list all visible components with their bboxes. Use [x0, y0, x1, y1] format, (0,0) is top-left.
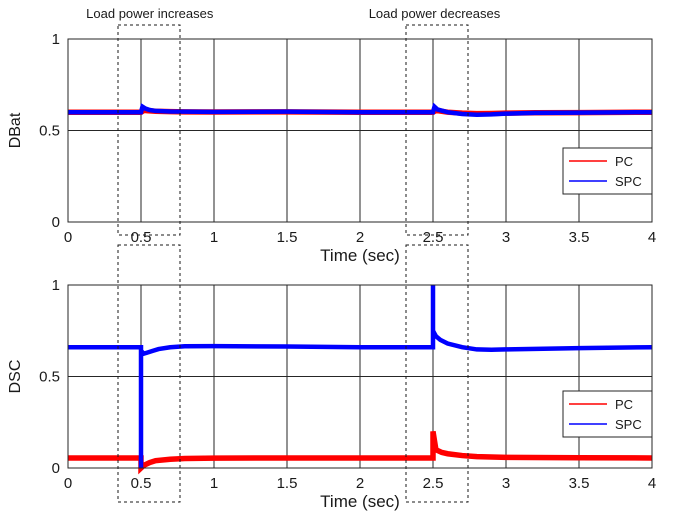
x-tick-label: 4 — [648, 229, 656, 246]
x-axis-label: Time (sec) — [320, 246, 400, 265]
y-tick-label: 0.5 — [39, 369, 60, 386]
x-tick-label: 0.5 — [131, 229, 152, 246]
y-tick-label: 1 — [52, 277, 60, 294]
y-axis-label: DBat — [7, 112, 24, 148]
x-tick-label: 3 — [502, 229, 510, 246]
y-tick-label: 0 — [52, 460, 60, 477]
legend-label-pc: PC — [615, 397, 633, 412]
legend-label-spc: SPC — [615, 417, 642, 432]
x-tick-label: 1.5 — [277, 475, 298, 492]
annotation-label: Load power decreases — [369, 6, 501, 21]
x-tick-label: 0 — [64, 229, 72, 246]
series-spc-line — [68, 285, 653, 468]
y-tick-label: 1 — [52, 31, 60, 48]
event-window-box — [405, 24, 469, 236]
event-window-box — [117, 24, 181, 236]
series-pc-line — [68, 430, 653, 475]
y-tick-label: 0.5 — [39, 123, 60, 140]
x-tick-label: 3 — [502, 475, 510, 492]
x-tick-label: 1.5 — [277, 229, 298, 246]
x-tick-label: 2 — [356, 475, 364, 492]
y-axis-label: DSC — [7, 360, 24, 394]
dbat-panel: 0 0.5 1 1.5 2 2.5 3 3.5 4 0 0.5 1 Time (sec) DBat PC SP… — [7, 6, 656, 265]
x-axis-label: Time (sec) — [320, 492, 400, 511]
y-tick-label: 0 — [52, 214, 60, 231]
legend-label-pc: PC — [615, 154, 633, 169]
plot-frame — [67, 38, 653, 223]
x-tick-label: 1 — [210, 229, 218, 246]
x-tick-label: 2.5 — [423, 229, 444, 246]
event-window-box — [405, 244, 469, 503]
x-tick-label: 3.5 — [569, 475, 590, 492]
legend-box — [562, 147, 653, 195]
x-tick-label: 2 — [356, 229, 364, 246]
x-tick-label: 4 — [648, 475, 656, 492]
x-tick-label: 3.5 — [569, 229, 590, 246]
x-tick-label: 2.5 — [423, 475, 444, 492]
legend-label-spc: SPC — [615, 174, 642, 189]
x-tick-label: 0.5 — [131, 475, 152, 492]
annotation-label: Load power increases — [86, 6, 214, 21]
dsc-panel: 0 0.5 1 1.5 2 2.5 3 3.5 4 0 0.5 1 Time (sec) DSC PC SPC — [7, 244, 656, 511]
event-window-box — [117, 244, 181, 503]
x-tick-label: 1 — [210, 475, 218, 492]
legend-box — [562, 390, 653, 438]
series-spc-line — [68, 102, 653, 118]
plot-frame — [67, 284, 653, 469]
x-tick-label: 0 — [64, 475, 72, 492]
